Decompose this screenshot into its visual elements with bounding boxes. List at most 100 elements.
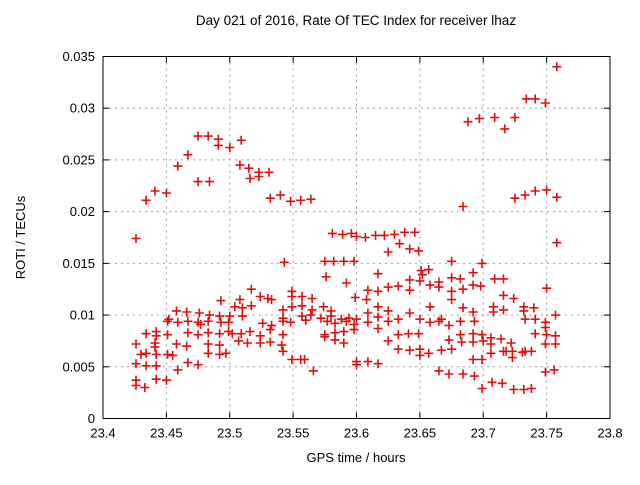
data-point-marker [131, 359, 141, 369]
data-point-marker [529, 303, 539, 313]
data-point-marker [306, 194, 316, 204]
data-point-marker [363, 285, 373, 295]
data-point-marker [265, 325, 275, 335]
data-point-marker [415, 276, 425, 286]
data-point-marker [393, 330, 403, 340]
data-point-marker [434, 316, 444, 326]
data-point-marker [500, 124, 510, 134]
data-point-marker [349, 325, 359, 335]
data-point-marker [215, 329, 225, 339]
data-point-marker [390, 229, 399, 239]
data-point-marker [488, 307, 498, 317]
data-point-marker [468, 329, 478, 339]
data-point-marker [341, 316, 351, 326]
data-point-marker [172, 306, 181, 316]
data-point-marker [414, 246, 424, 256]
data-point-marker [540, 323, 550, 332]
data-point-marker [183, 328, 193, 338]
data-point-marker [151, 374, 161, 384]
data-point-marker [447, 256, 457, 266]
data-point-marker [383, 336, 393, 346]
data-point-marker [510, 193, 520, 203]
data-point-marker [346, 228, 356, 238]
data-point-marker [339, 338, 349, 348]
data-point-marker [363, 308, 373, 318]
data-point-marker [519, 306, 529, 316]
data-point-marker [476, 281, 486, 291]
data-point-marker [255, 292, 265, 301]
data-point-marker [221, 348, 231, 358]
data-point-marker [235, 160, 245, 170]
data-point-marker [510, 113, 520, 122]
data-point-marker [383, 316, 393, 326]
data-point-marker [405, 275, 415, 285]
data-point-marker [457, 337, 467, 347]
data-point-marker [196, 319, 206, 329]
data-point-marker [150, 342, 160, 352]
data-point-marker [173, 317, 183, 327]
data-point-marker [499, 290, 508, 300]
data-point-marker [213, 140, 223, 150]
x-tick-label: 23.65 [404, 426, 437, 441]
data-point-marker [316, 313, 326, 323]
data-point-marker [352, 232, 361, 241]
data-point-marker [140, 383, 150, 392]
x-tick-label: 23.75 [530, 426, 563, 441]
data-point-marker [330, 318, 340, 328]
data-point-marker [540, 98, 550, 108]
data-point-marker [265, 337, 275, 347]
x-tick-label: 23.5 [217, 426, 242, 441]
data-point-marker [131, 380, 141, 390]
data-point-marker [141, 348, 151, 358]
data-point-marker [458, 303, 468, 313]
data-point-marker [434, 282, 444, 292]
data-point-marker [230, 302, 240, 312]
data-point-marker [339, 256, 349, 266]
data-point-marker [352, 357, 361, 367]
data-point-marker [551, 339, 560, 349]
data-point-marker [444, 335, 454, 345]
data-point-marker [552, 62, 562, 72]
data-point-marker [373, 324, 383, 333]
data-point-marker [306, 310, 316, 320]
data-point-marker [237, 311, 247, 321]
x-tick-label: 23.7 [471, 426, 496, 441]
data-point-marker [349, 256, 359, 266]
data-point-marker [363, 317, 373, 327]
data-point-marker [530, 329, 540, 339]
data-point-marker [183, 150, 193, 160]
data-point-marker [300, 355, 309, 364]
data-point-marker [486, 339, 496, 349]
data-point-marker [237, 303, 247, 313]
y-tick-label: 0.025 [62, 152, 95, 167]
data-point-marker [278, 305, 288, 315]
data-point-marker [322, 316, 332, 326]
data-point-marker [507, 353, 517, 362]
x-tick-label: 23.45 [150, 426, 183, 441]
data-point-marker [245, 174, 255, 183]
data-point-marker [246, 301, 256, 311]
data-point-marker [267, 295, 277, 305]
data-point-marker [542, 330, 552, 340]
data-point-marker [360, 233, 370, 242]
chart-title: Day 021 of 2016, Rate Of TEC Index for r… [196, 13, 516, 28]
data-point-marker [540, 367, 550, 377]
data-points [131, 62, 562, 394]
data-point-marker [410, 227, 420, 237]
x-tick-label: 23.4 [90, 426, 115, 441]
data-point-marker [520, 190, 530, 200]
data-point-marker [255, 338, 265, 348]
data-point-marker [444, 369, 454, 379]
y-tick-label: 0.015 [62, 256, 95, 271]
data-point-marker [258, 318, 268, 328]
data-point-marker [161, 375, 171, 385]
data-point-marker [307, 305, 317, 315]
data-point-marker [458, 284, 468, 294]
data-point-marker [415, 350, 425, 360]
data-point-marker [379, 230, 389, 240]
data-point-marker [405, 345, 415, 355]
plot-border [102, 56, 611, 419]
data-point-marker [463, 117, 473, 127]
data-point-marker [405, 308, 415, 318]
